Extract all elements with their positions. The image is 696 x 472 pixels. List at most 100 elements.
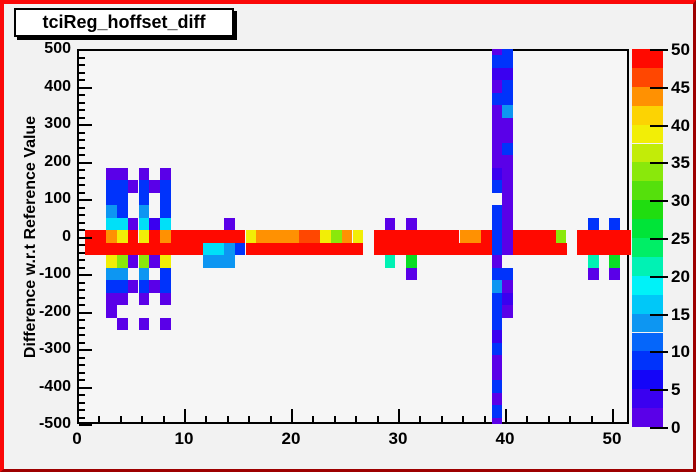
heatmap-cell bbox=[384, 255, 396, 268]
palette-label: 35 bbox=[671, 153, 690, 173]
x-tick-label: 20 bbox=[281, 429, 301, 448]
x-major-tick bbox=[184, 409, 186, 422]
heatmap-cell bbox=[491, 217, 503, 231]
heatmap-cell bbox=[491, 380, 503, 393]
heatmap-cell bbox=[491, 392, 503, 406]
heatmap-cell bbox=[406, 255, 417, 268]
heatmap-cell bbox=[138, 280, 150, 293]
heatmap-cell bbox=[502, 80, 513, 93]
heatmap-cell bbox=[138, 217, 150, 231]
palette-band bbox=[632, 389, 663, 409]
heatmap-cell bbox=[502, 167, 513, 181]
heatmap-cell bbox=[170, 230, 246, 243]
y-minor-tick bbox=[79, 101, 85, 104]
x-minor-tick bbox=[269, 416, 272, 422]
y-minor-tick bbox=[79, 109, 85, 111]
y-minor-tick bbox=[79, 334, 85, 336]
heatmap-cell bbox=[609, 267, 620, 281]
heatmap-cell bbox=[491, 117, 513, 131]
palette-tick bbox=[650, 200, 668, 203]
heatmap-cell bbox=[491, 330, 503, 343]
palette-tick bbox=[650, 86, 668, 89]
palette-band bbox=[632, 238, 663, 257]
heatmap-cell bbox=[502, 192, 513, 206]
heatmap-cell bbox=[117, 230, 128, 243]
heatmap-cell bbox=[138, 180, 150, 193]
heatmap-cell bbox=[149, 180, 160, 193]
palette-band bbox=[632, 351, 663, 371]
heatmap-cell bbox=[256, 230, 299, 243]
y-tick-label: 500 bbox=[44, 40, 71, 57]
heatmap-cell bbox=[224, 242, 235, 256]
palette-band bbox=[632, 143, 663, 163]
y-minor-tick bbox=[79, 184, 85, 186]
y-minor-tick bbox=[79, 71, 85, 74]
y-major-tick bbox=[79, 236, 92, 239]
y-minor-tick bbox=[79, 79, 85, 81]
y-tick-label: 400 bbox=[44, 77, 71, 95]
palette-band bbox=[632, 86, 663, 106]
heatmap-cell bbox=[502, 180, 513, 193]
y-minor-tick bbox=[79, 64, 85, 66]
heatmap-cell bbox=[159, 205, 171, 218]
heatmap-cell bbox=[138, 230, 150, 243]
y-minor-tick bbox=[79, 326, 85, 329]
heatmap-cell bbox=[491, 292, 503, 306]
heatmap-cell bbox=[149, 230, 160, 243]
y-tick-label: -400 bbox=[38, 377, 71, 395]
y-minor-tick bbox=[79, 304, 85, 306]
y-minor-tick bbox=[79, 116, 85, 119]
y-major-tick bbox=[79, 199, 92, 201]
heatmap-cell bbox=[159, 255, 171, 268]
heatmap-cell bbox=[106, 167, 128, 181]
y-minor-tick bbox=[79, 394, 85, 396]
x-major-tick bbox=[398, 409, 400, 422]
palette-tick bbox=[650, 275, 668, 278]
y-minor-tick bbox=[79, 319, 85, 321]
heatmap-cell bbox=[159, 267, 171, 281]
heatmap-cell bbox=[138, 267, 150, 281]
palette-label: 15 bbox=[671, 304, 690, 324]
palette-band bbox=[632, 162, 663, 182]
palette-band bbox=[632, 256, 663, 276]
heatmap-cell bbox=[491, 242, 503, 256]
y-minor-tick bbox=[79, 146, 85, 149]
heatmap-cell bbox=[127, 217, 139, 231]
palette-tick bbox=[650, 427, 668, 429]
y-minor-tick bbox=[79, 371, 85, 374]
heatmap-cell bbox=[331, 230, 342, 243]
y-minor-tick bbox=[79, 364, 85, 366]
y-tick-label: 100 bbox=[44, 190, 71, 207]
x-tick-label: 10 bbox=[174, 429, 194, 448]
y-minor-tick bbox=[79, 169, 85, 171]
palette-label: 20 bbox=[671, 266, 690, 286]
heatmap-cell bbox=[502, 242, 513, 256]
heatmap-cell bbox=[320, 230, 332, 243]
palette-band bbox=[632, 275, 663, 295]
heatmap-cell bbox=[159, 317, 171, 331]
x-major-tick bbox=[291, 409, 293, 422]
heatmap-cell bbox=[352, 230, 364, 243]
heatmap-cell bbox=[85, 230, 107, 243]
heatmap-cell bbox=[491, 130, 513, 143]
heatmap-cell bbox=[159, 280, 171, 293]
y-minor-tick bbox=[79, 379, 85, 381]
x-minor-tick bbox=[526, 416, 529, 422]
heatmap-cell bbox=[149, 280, 160, 293]
heatmap-cell bbox=[106, 192, 128, 206]
heatmap-cell bbox=[138, 192, 150, 206]
y-major-tick bbox=[79, 311, 92, 314]
heatmap-cell bbox=[373, 230, 460, 243]
x-minor-tick bbox=[119, 416, 122, 422]
x-minor-tick bbox=[355, 416, 358, 422]
palette-band bbox=[632, 124, 663, 144]
palette-tick bbox=[650, 124, 668, 127]
heatmap-cell bbox=[106, 255, 118, 268]
heatmap-cell bbox=[502, 205, 513, 218]
y-tick-label: -100 bbox=[38, 265, 71, 282]
y-minor-tick bbox=[79, 356, 85, 359]
heatmap-cell bbox=[202, 242, 225, 256]
y-tick-label: -500 bbox=[38, 415, 71, 432]
heatmap-cell bbox=[159, 192, 171, 206]
